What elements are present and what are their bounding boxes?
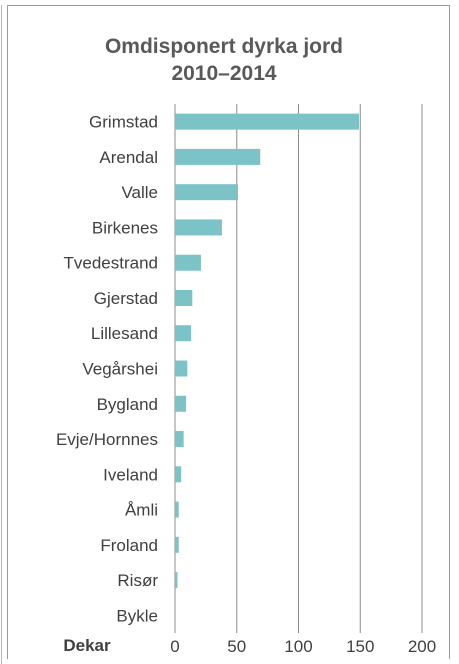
bar [175,572,178,589]
chart-title-line-1: Omdisponert dyrka jord [105,35,343,58]
x-axis-label: Dekar [63,636,111,655]
category-label: Arendal [99,148,158,167]
x-tick-label: 50 [227,637,246,656]
bars [175,113,360,589]
bar [175,184,238,201]
category-label: Lillesand [91,324,158,343]
bar [175,325,192,342]
bar [175,431,184,448]
x-tick-label: 150 [346,637,374,656]
chart-frame [7,5,450,659]
category-label: Gjerstad [94,289,158,308]
category-label: Bygland [97,395,158,414]
x-tick-label: 100 [284,637,312,656]
category-label: Valle [121,183,158,202]
category-label: Tvedestrand [64,254,159,273]
category-label: Bykle [116,606,158,625]
bar [175,466,182,483]
category-label: Birkenes [92,218,158,237]
bar [175,113,360,130]
bar [175,254,201,271]
x-tick-labels: 0 50 100 150 200 [170,637,436,656]
page-left-rule [1,5,2,664]
category-label: Risør [117,571,158,590]
x-tick-label: 200 [408,637,436,656]
chart-title-line-2: 2010–2014 [171,62,276,85]
bar [175,395,187,412]
bar [175,536,179,553]
category-label: Grimstad [89,113,158,132]
bar [175,501,179,518]
x-tick-label: 0 [170,637,179,656]
category-label: Åmli [125,501,158,520]
gridlines [174,104,423,633]
bar [175,148,261,165]
bar [175,289,193,306]
bar [175,360,188,377]
category-label: Iveland [103,465,158,484]
category-label: Vegårshei [82,360,158,379]
bar [175,219,222,236]
category-labels: Grimstad Arendal Valle Birkenes Tvedestrand G… [56,113,158,626]
category-label: Evje/Hornnes [56,430,158,449]
category-label: Froland [100,536,158,555]
